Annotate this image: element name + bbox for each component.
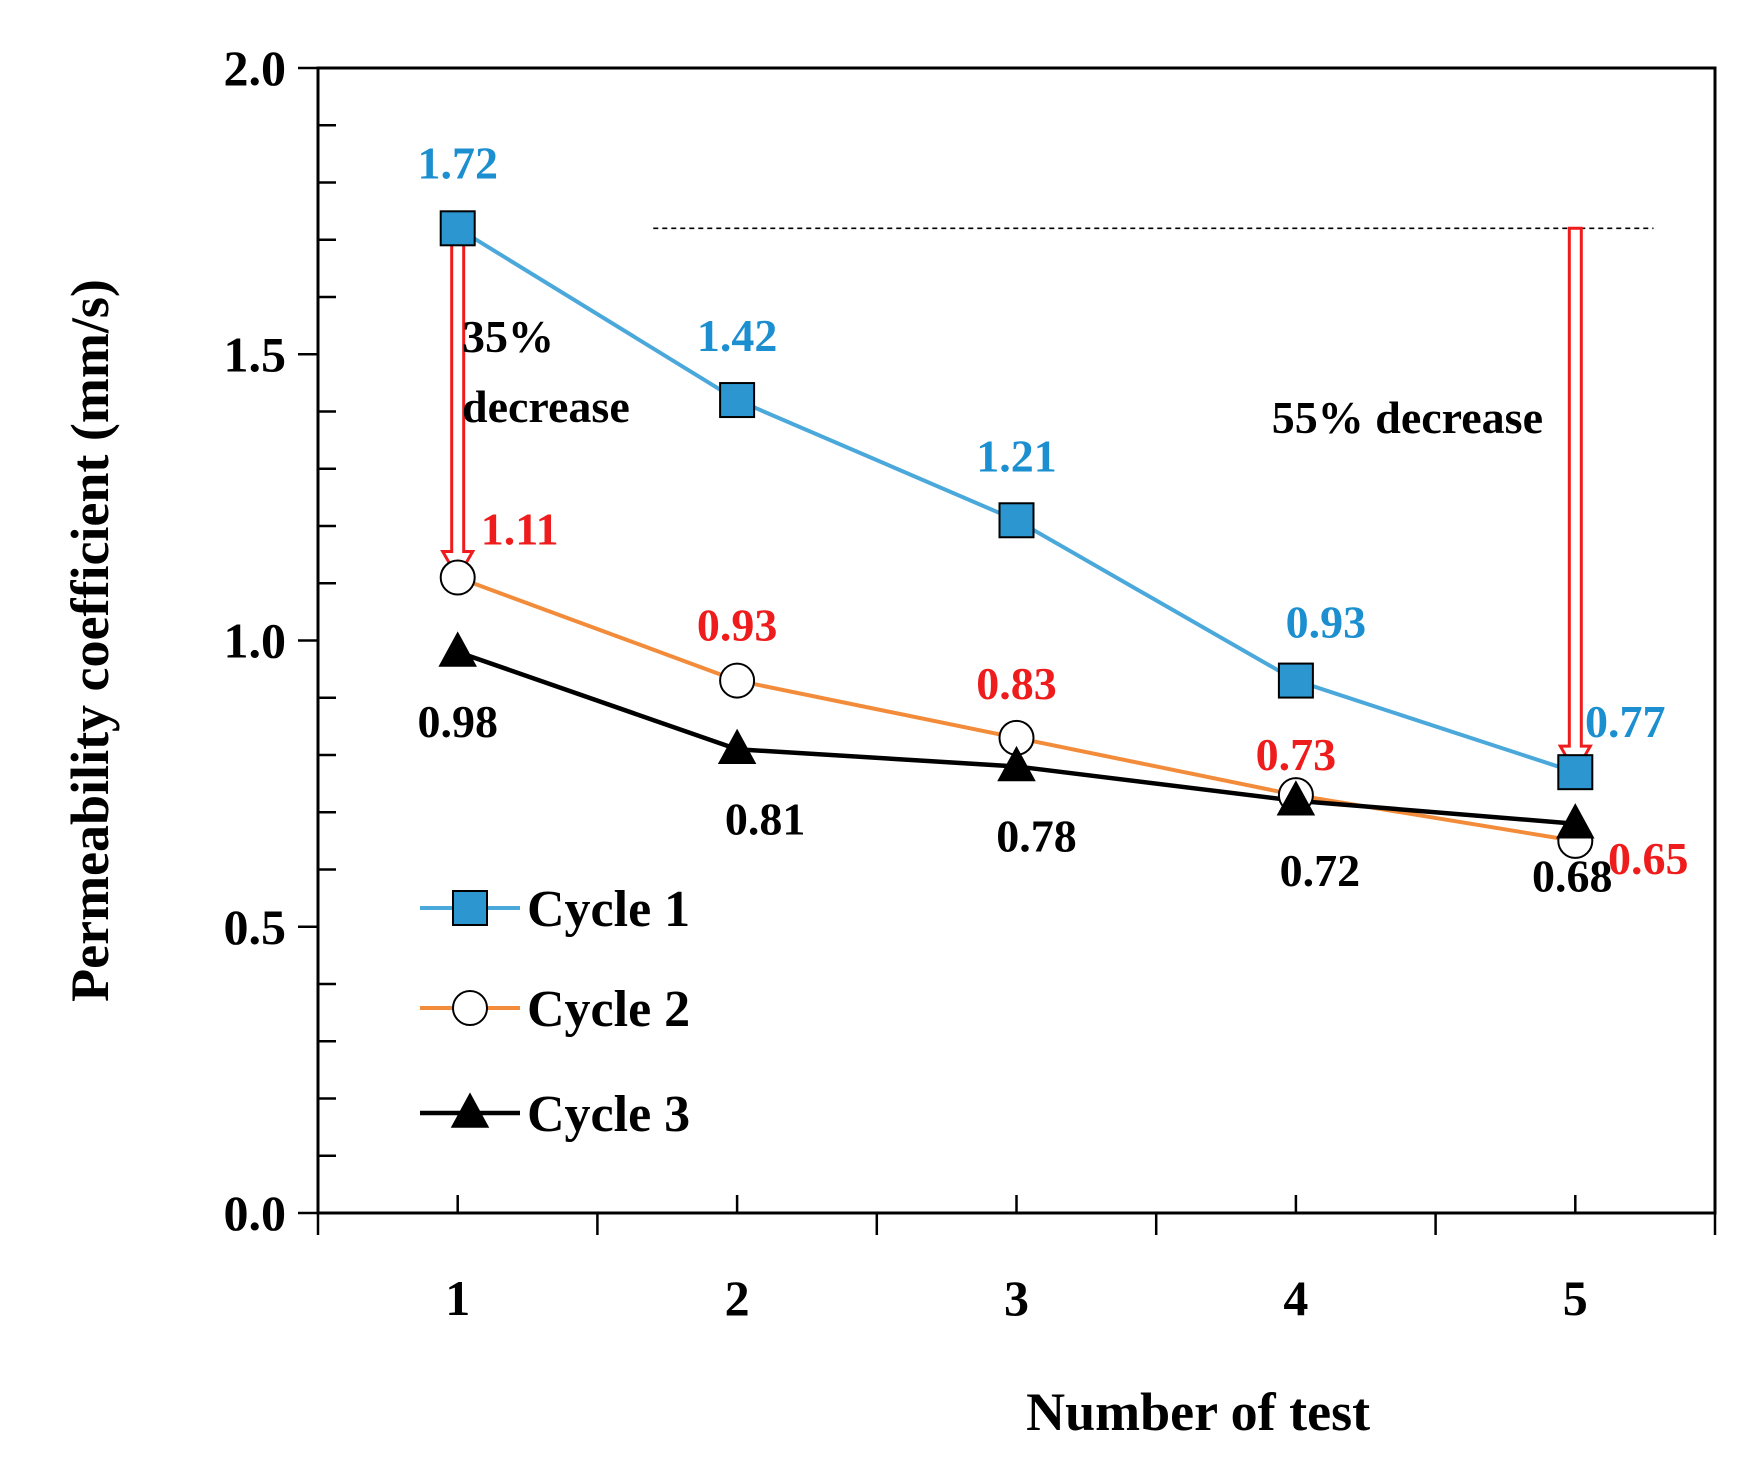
y-tick-label: 2.0 xyxy=(224,40,287,96)
annotations-group: 35% decrease 55% decrease xyxy=(440,226,1654,776)
annotation-35-line1: 35% xyxy=(462,311,554,362)
y-tick-label: 0.5 xyxy=(224,899,287,955)
x-tick-label: 2 xyxy=(725,1270,750,1326)
axes-group: 0.0 0.5 1.0 1.5 2.0 1 2 3 4 5 Number of test Permea… xyxy=(60,40,1717,1442)
data-label-cycle-3: 0.78 xyxy=(996,810,1077,861)
y-axis-title: Permeability coefficient (mm/s) xyxy=(60,279,120,1002)
series-markers-group xyxy=(438,210,1595,859)
series-marker-cycle-2 xyxy=(719,662,756,699)
annotation-35-line2: decrease xyxy=(462,381,630,432)
data-labels-group: 1.72 1.42 1.21 0.93 0.77 1.11 0.93 0.83 0.73 0.65… xyxy=(417,137,1688,901)
data-label-cycle-3: 0.68 xyxy=(1532,851,1613,902)
series-marker-cycle-3 xyxy=(717,728,757,765)
y-tick-label: 0.0 xyxy=(224,1185,287,1241)
x-tick-label: 4 xyxy=(1283,1270,1308,1326)
series-marker-cycle-3 xyxy=(438,631,477,667)
series-marker-cycle-2 xyxy=(439,559,476,596)
x-axis-title: Number of test xyxy=(1026,1382,1370,1442)
x-tick-label: 1 xyxy=(445,1270,470,1326)
series-marker-cycle-3 xyxy=(1276,780,1316,816)
legend-marker-cycle-2 xyxy=(452,990,488,1026)
series-marker-cycle-1 xyxy=(1557,754,1594,791)
data-label-cycle-1: 1.72 xyxy=(417,137,498,188)
series-marker-cycle-1 xyxy=(998,502,1035,539)
y-tick-label: 1.0 xyxy=(224,613,287,669)
data-label-cycle-2: 0.83 xyxy=(976,658,1057,709)
data-label-cycle-3: 0.72 xyxy=(1280,845,1361,896)
data-label-cycle-2: 0.65 xyxy=(1608,833,1689,884)
legend-label-cycle-1: Cycle 1 xyxy=(527,881,690,938)
legend-label-cycle-2: Cycle 2 xyxy=(527,981,690,1038)
series-marker-cycle-1 xyxy=(439,210,476,247)
x-tick-label: 3 xyxy=(1004,1270,1029,1326)
plot-frame xyxy=(316,66,1717,1215)
x-tick-label: 5 xyxy=(1563,1270,1588,1326)
data-label-cycle-2: 0.93 xyxy=(697,600,778,651)
y-tick-label: 1.5 xyxy=(224,326,287,382)
data-label-cycle-1: 1.21 xyxy=(976,430,1057,481)
data-label-cycle-1: 0.93 xyxy=(1286,597,1367,648)
data-label-cycle-2: 1.11 xyxy=(481,504,559,555)
annotation-55-text: 55% decrease xyxy=(1272,392,1543,443)
data-label-cycle-1: 0.77 xyxy=(1585,696,1666,747)
legend-marker-cycle-3 xyxy=(450,1092,490,1128)
legend-marker-cycle-1 xyxy=(452,890,488,926)
right-decrease-arrow xyxy=(1557,226,1593,776)
series-marker-cycle-1 xyxy=(719,382,756,419)
data-label-cycle-2: 0.73 xyxy=(1256,729,1337,780)
legend-label-cycle-3: Cycle 3 xyxy=(527,1086,690,1143)
data-label-cycle-3: 0.98 xyxy=(417,696,498,747)
series-marker-cycle-3 xyxy=(1556,803,1595,839)
legend: Cycle 1 Cycle 2 Cycle 3 xyxy=(420,881,690,1143)
data-label-cycle-3: 0.81 xyxy=(725,793,806,844)
data-label-cycle-1: 1.42 xyxy=(697,310,778,361)
series-marker-cycle-1 xyxy=(1277,662,1314,699)
series-marker-cycle-3 xyxy=(997,745,1036,782)
